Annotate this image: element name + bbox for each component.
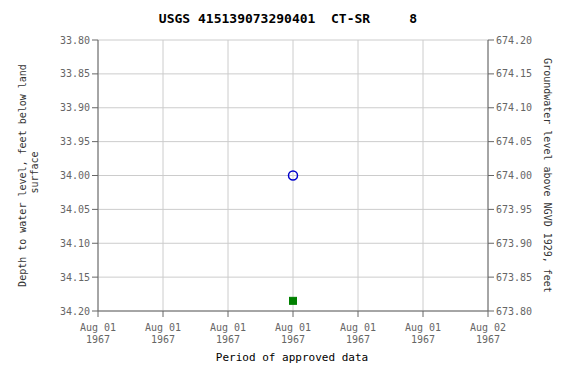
svg-text:33.80: 33.80 [60,35,90,46]
svg-text:33.85: 33.85 [60,68,90,79]
svg-text:Aug 021967: Aug 021967 [470,322,506,345]
svg-text:Aug 011967: Aug 011967 [405,322,441,345]
svg-text:673.80: 673.80 [496,306,532,317]
svg-text:33.95: 33.95 [60,136,90,147]
svg-text:674.00: 674.00 [496,170,532,181]
svg-text:34.15: 34.15 [60,272,90,283]
svg-text:673.90: 673.90 [496,238,532,249]
svg-text:34.10: 34.10 [60,238,90,249]
svg-text:Aug 011967: Aug 011967 [145,322,181,345]
svg-text:674.15: 674.15 [496,68,532,79]
svg-text:673.85: 673.85 [496,272,532,283]
svg-text:Aug 011967: Aug 011967 [275,322,311,345]
html-text:Period of approved data: Period of approved data [215,351,369,364]
svg-text:674.10: 674.10 [496,102,532,113]
svg-text:673.95: 673.95 [496,204,532,215]
svg-text:34.05: 34.05 [60,204,90,215]
svg-text:Depth to water level, feet bel: Depth to water level, feet below land su… [17,64,40,287]
svg-text:34.20: 34.20 [60,306,90,317]
html-text:USGS 415139073290401 CT-SR 8: USGS 415139073290401 CT-SR 8 [158,11,418,26]
svg-text:Aug 011967: Aug 011967 [340,322,376,345]
svg-text:674.05: 674.05 [496,136,532,147]
svg-text:Groundwater level above NGVD 1: Groundwater level above NGVD 1929, feet [543,58,554,293]
svg-text:34.00: 34.00 [60,170,90,181]
svg-text:674.20: 674.20 [496,35,532,46]
svg-text:33.90: 33.90 [60,102,90,113]
svg-text:Aug 011967: Aug 011967 [210,322,246,345]
svg-text:Aug 011967: Aug 011967 [80,322,116,345]
